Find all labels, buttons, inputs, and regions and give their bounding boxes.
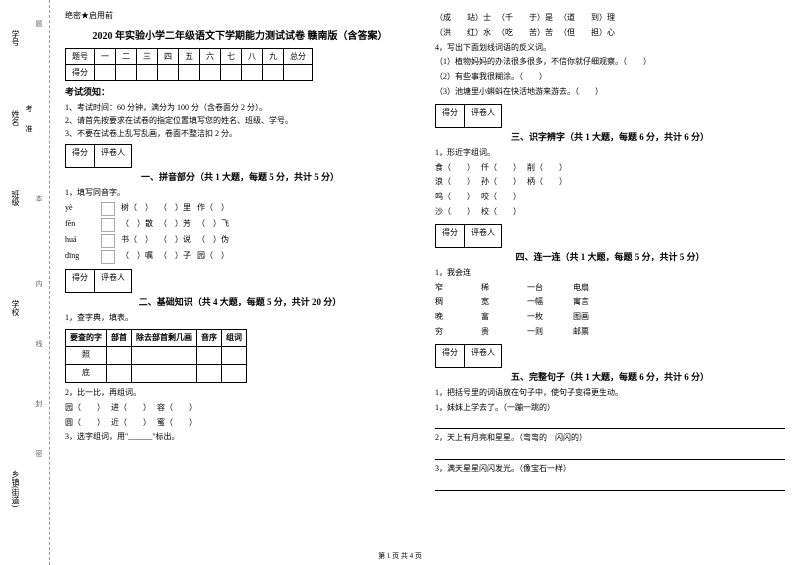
notice-title: 考试须知： [65,85,415,98]
right-column: （成 站）士（千 于）是（道 到）理 （洪 红）水（吃 苦）苦（但 担）心 4，… [435,10,785,555]
grade-box-3: 得分 评卷人 [435,104,785,128]
cutmark-2: 本 [34,195,44,202]
grade-box-1: 得分 评卷人 [65,144,415,168]
rule-2: 2、请首先按要求在试卷的指定位置填写您的姓名、班级、学号。 [65,115,415,126]
margin-label-3: 班级 [10,190,21,206]
section-4-title: 四、连一连（共 1 大题，每题 5 分，共计 5 分） [435,250,785,263]
cutmark-3: 内 [34,280,44,287]
pinyin-row-1: yè树（ ）（ ）里作（ ） [65,202,415,216]
rule-1: 1、考试时间：60 分钟，满分为 100 分（含卷面分 2 分）。 [65,102,415,113]
lookup-table: 要查的字部首除去部首剩几画音序组词 照 底 [65,329,247,383]
reviewer-label: 评卷人 [94,144,132,168]
cutmark-4: 线 [34,340,44,347]
pinyin-row-4: dīng（ ）嘱（ ）子园（ ） [65,250,415,264]
margin-label-2: 姓名 [10,110,21,126]
section-2-content: 1，查字典，填表。 要查的字部首除去部首剩几画音序组词 照 底 2，比一比，再组… [65,312,415,444]
page-container: 学号 姓名 班级 学校 乡镇(街道) 题 本 内 线 封 密 考 准 绝密★启用… [0,0,800,565]
section-3-title: 三、识字辨字（共 1 大题，每题 6 分，共计 6 分） [435,130,785,143]
main-content: 绝密★启用前 2020 年实验小学二年级语文下学期能力测试试卷 赣南版（含答案）… [50,0,800,565]
q1-label: 1，填写同音字。 [65,187,415,200]
cutmark-6: 密 [34,450,44,457]
score-header-row: 题号一二三四五六七八九总分 [66,49,313,65]
section-1-title: 一、拼音部分（共 1 大题，每题 5 分，共计 5 分） [65,170,415,183]
section-5-content: 1，把括号里的词语放在句子中，使句子变得更生动。 1，妹妹上学去了。（一蹦一跳的… [435,387,785,491]
score-table: 题号一二三四五六七八九总分 得分 [65,48,313,81]
section-1-content: 1，填写同音字。 yè树（ ）（ ）里作（ ） fēn（ ）散（ ）芳（ ）飞 … [65,187,415,264]
inner-mark-1: 准 [24,125,34,132]
cutmark-5: 封 [34,400,44,407]
section-5-title: 五、完整句子（共 1 大题，每题 6 分，共计 6 分） [435,370,785,383]
notice-rules: 1、考试时间：60 分钟，满分为 100 分（含卷面分 2 分）。 2、请首先按… [65,102,415,139]
secret-label: 绝密★启用前 [65,10,415,21]
grade-box-2: 得分 评卷人 [65,269,415,293]
section-2-title: 二、基础知识（共 4 大题，每题 5 分，共计 20 分） [65,295,415,308]
cutmark-1: 题 [34,20,44,27]
pinyin-row-3: huá书（ ）（ ）说（ ）伪 [65,234,415,248]
binding-margin: 学号 姓名 班级 学校 乡镇(街道) 题 本 内 线 封 密 考 准 [0,0,50,565]
left-column: 绝密★启用前 2020 年实验小学二年级语文下学期能力测试试卷 赣南版（含答案）… [65,10,415,555]
margin-label-5: 乡镇(街道) [10,470,21,507]
grade-box-4: 得分 评卷人 [435,224,785,248]
rule-3: 3、不要在试卷上乱写乱画，卷面不整洁扣 2 分。 [65,128,415,139]
answer-line [435,417,785,429]
score-value-row: 得分 [66,65,313,81]
section-2b-content: （成 站）士（千 于）是（道 到）理 （洪 红）水（吃 苦）苦（但 担）心 4，… [435,12,785,99]
grade-box-5: 得分 评卷人 [435,344,785,368]
pinyin-row-2: fēn（ ）散（ ）芳（ ）飞 [65,218,415,232]
inner-mark-2: 考 [24,105,34,112]
score-label: 得分 [65,144,94,168]
margin-label-4: 学校 [10,300,21,316]
page-footer: 第 1 页 共 4 页 [378,551,422,561]
exam-title: 2020 年实验小学二年级语文下学期能力测试试卷 赣南版（含答案） [65,27,415,42]
margin-label-1: 学号 [10,30,21,46]
answer-line [435,479,785,491]
section-3-content: 1，形近字组词。 食（ ）仟（ ）削（ ） 浪（ ）孙（ ）柄（ ） 呜（ ）咬… [435,147,785,219]
section-4-content: 1，我会连 窄稀一台电扇 稠宽一幅寓言 晚富一枚图画 穷贵一则邮票 [435,267,785,339]
answer-line [435,448,785,460]
